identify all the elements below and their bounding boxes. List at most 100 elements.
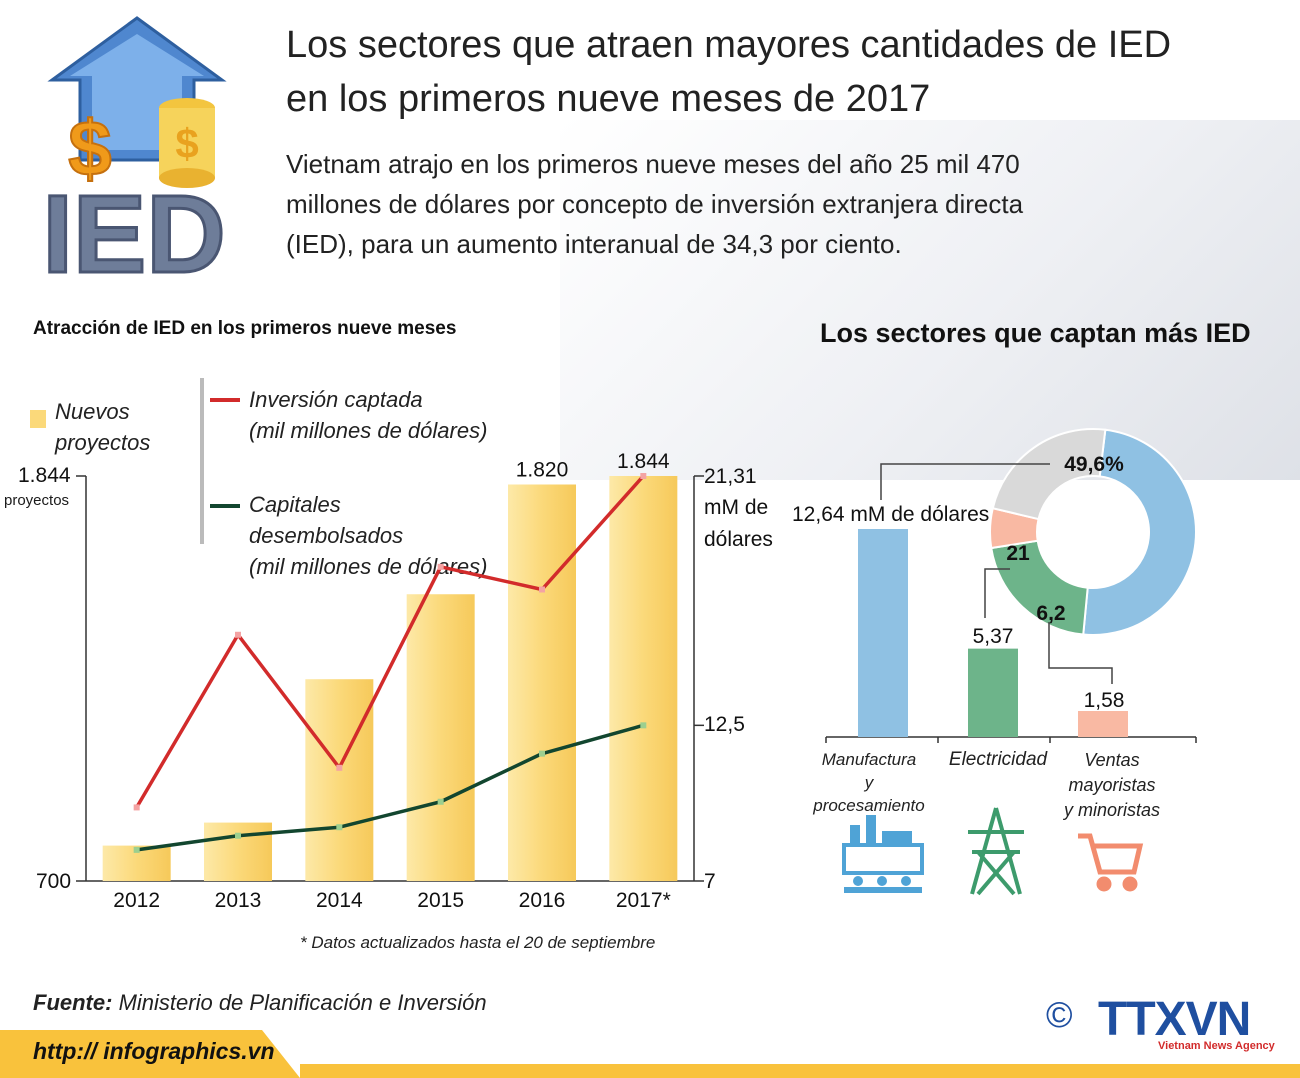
left-axis-unit: proyectos xyxy=(4,492,70,509)
legend-green-line-3: (mil millones de dólares) xyxy=(249,554,488,579)
dollar-sign-icon: $ xyxy=(67,103,112,193)
line-point xyxy=(640,722,647,729)
legend-bars: Nuevos proyectos xyxy=(55,396,150,458)
bar-data-label: 1.844 xyxy=(617,450,670,473)
left-axis-max-label: 1.844 xyxy=(18,464,71,487)
value-label-ventas: 1,58 xyxy=(1084,689,1125,712)
donut-slice-3 xyxy=(991,428,1107,521)
x-tick-label: 2017* xyxy=(616,889,671,912)
ied-logo: $ $ IED xyxy=(41,16,227,290)
power-tower-icon xyxy=(968,807,1024,896)
sectors-chart: 12,64 mM de dólares 5,37 1,58 49,6% 21 6,2 xyxy=(792,428,1197,896)
sector-icons xyxy=(842,807,1144,896)
source: Fuente: Ministerio de Planificación e In… xyxy=(33,990,487,1016)
sector-bar-2 xyxy=(1078,711,1128,737)
donut-slice-0 xyxy=(1082,428,1197,636)
line-point xyxy=(640,473,647,479)
shopping-cart-icon xyxy=(1078,833,1144,892)
right-axis-unit-line-2: dólares xyxy=(704,528,773,551)
left-axis-min-label: 700 xyxy=(36,870,72,893)
line-point xyxy=(235,631,241,638)
factory-icon xyxy=(842,815,924,893)
footnote: * Datos actualizados hasta el 20 de sept… xyxy=(300,933,656,952)
source-text: Ministerio de Planificación e Inversión xyxy=(118,990,487,1015)
sector-bar-0 xyxy=(858,529,908,737)
x-tick-label: 2012 xyxy=(113,889,160,912)
calculator-background-decoration xyxy=(560,120,1300,480)
line-inversion-captada xyxy=(135,474,645,809)
bar-2013 xyxy=(204,822,272,881)
line-point xyxy=(336,824,343,831)
lead-line-3: (IED), para un aumento interanual de 34,… xyxy=(286,229,902,259)
donut-slice-1 xyxy=(990,539,1089,636)
source-label: Fuente: xyxy=(33,990,113,1015)
line-series xyxy=(133,473,647,853)
category-label-line: procesamiento xyxy=(813,796,925,815)
legend-green-line-1: Capitales xyxy=(249,492,341,517)
title-line-1: Los sectores que atraen mayores cantidad… xyxy=(286,24,1172,66)
logo-text: IED xyxy=(42,173,225,290)
left-chart-title: Atracción de IED en los primeros nueve m… xyxy=(33,318,457,339)
lead-line-2: millones de dólares por concepto de inve… xyxy=(286,189,1024,219)
bar-data-label: 1.820 xyxy=(516,458,569,481)
category-label-ventas: Ventas mayoristas y minoristas xyxy=(1050,748,1174,823)
right-axis-max-label: 21,31 xyxy=(704,465,757,488)
slice-label-electricidad: 21 xyxy=(1006,542,1030,565)
category-label-manufactura: Manufactura y procesamiento xyxy=(806,748,932,817)
category-label-line: y xyxy=(864,773,874,792)
page-title: Los sectores que atraen mayores cantidad… xyxy=(286,18,1286,126)
legend-green-line-swatch xyxy=(210,504,240,508)
legend-bars-line-1: Nuevos xyxy=(55,399,130,424)
connector-manufactura xyxy=(880,463,1050,500)
value-label-electricidad: 5,37 xyxy=(973,625,1014,648)
line-point xyxy=(336,764,343,771)
line-point xyxy=(235,832,241,839)
source-url-link[interactable]: http:// infographics.vn xyxy=(33,1038,275,1064)
connector-ventas xyxy=(1048,622,1113,684)
x-tick-label: 2014 xyxy=(316,889,363,912)
ttxvn-subtitle: Vietnam News Agency xyxy=(1158,1040,1275,1052)
svg-text:$: $ xyxy=(175,120,198,167)
title-line-2: en los primeros nueve meses de 2017 xyxy=(286,78,931,120)
category-label-line: Ventas xyxy=(1084,750,1140,770)
bar-2014 xyxy=(305,679,374,881)
legend-bars-line-2: proyectos xyxy=(55,430,151,455)
category-label-line: mayoristas xyxy=(1068,775,1156,795)
chart-labels: 2012 2013 2014 2015 2016 1.820 2017* 1.844 xyxy=(113,450,670,912)
svg-text:$: $ xyxy=(68,104,111,192)
right-axis-min-label: 7 xyxy=(704,870,716,893)
sector-bars xyxy=(825,529,1197,743)
legend-red-line-2: (mil millones de dólares) xyxy=(249,418,488,443)
donut-chart xyxy=(989,428,1197,636)
x-tick-label: 2016 xyxy=(519,889,566,912)
slice-label-ventas: 6,2 xyxy=(1036,602,1065,625)
slice-label-manufactura: 49,6% xyxy=(1064,453,1124,476)
footer-band xyxy=(0,1030,1300,1078)
legend-divider xyxy=(200,378,204,544)
line-capitales-desembolsados xyxy=(136,723,644,852)
category-label-line: Manufactura xyxy=(821,750,917,769)
ttxvn-logo: TTXVN xyxy=(1098,993,1251,1046)
line-point xyxy=(437,563,444,570)
lead-line-1: Vietnam atrajo en los primeros nueve mes… xyxy=(286,149,1020,179)
fdi-attraction-chart: 2012 2013 2014 2015 2016 1.820 2017* 1.844 xyxy=(76,450,704,912)
chart-axes xyxy=(76,475,704,882)
line-point xyxy=(133,804,140,811)
bar-series xyxy=(102,476,678,881)
line-point xyxy=(539,586,545,593)
x-tick-label: 2013 xyxy=(215,889,262,912)
sector-bar-1 xyxy=(968,648,1018,737)
copyright-icon: © xyxy=(1046,994,1073,1035)
legend-red-line-swatch xyxy=(210,398,240,402)
category-label-line: y minoristas xyxy=(1063,800,1161,820)
line-point xyxy=(437,798,444,805)
right-axis-unit-line-1: mM de xyxy=(704,496,769,519)
value-label-manufactura: 12,64 mM de dólares xyxy=(792,503,989,526)
bar-2017* xyxy=(609,476,678,881)
category-label-line: Electricidad xyxy=(948,749,1048,770)
legend-green: Capitales desembolsados (mil millones de… xyxy=(249,489,487,582)
bar-2015 xyxy=(406,594,475,881)
sector-labels: 12,64 mM de dólares 5,37 1,58 49,6% 21 6,2 xyxy=(792,453,1124,712)
bar-2016 xyxy=(508,484,576,881)
legend-red-line-1: Inversión captada xyxy=(249,387,423,412)
